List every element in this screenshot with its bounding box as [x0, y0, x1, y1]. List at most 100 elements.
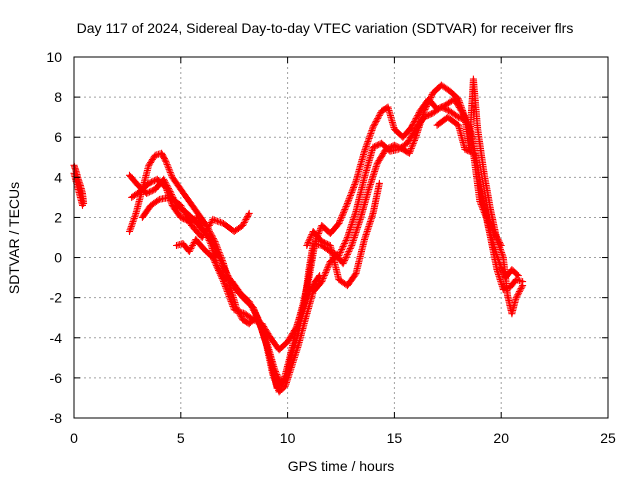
- data-point: [463, 148, 467, 151]
- data-point: [463, 115, 467, 119]
- data-point: [363, 238, 366, 241]
- data-point: [218, 256, 221, 259]
- data-point: [495, 268, 499, 271]
- data-point: [386, 105, 390, 109]
- chart-title: Day 117 of 2024, Sidereal Day-to-day VTE…: [77, 20, 574, 36]
- data-point: [74, 180, 78, 183]
- x-tick-label: 10: [280, 430, 296, 446]
- data-point: [277, 348, 281, 352]
- data-point: [431, 111, 435, 115]
- data-point: [457, 115, 460, 119]
- data-point: [363, 176, 366, 179]
- data-point: [354, 180, 358, 183]
- data-point: [297, 344, 300, 347]
- x-tick-label: 20: [493, 430, 509, 446]
- data-point: [320, 224, 323, 227]
- data-point: [256, 316, 259, 319]
- data-point: [380, 142, 383, 145]
- data-point: [414, 136, 417, 139]
- y-tick-label: -4: [50, 330, 63, 346]
- series-track-8: [303, 179, 383, 290]
- data-point: [134, 212, 138, 215]
- data-point: [171, 176, 174, 179]
- data-point: [493, 248, 496, 251]
- y-tick-label: 2: [54, 209, 62, 225]
- data-point: [514, 296, 518, 299]
- data-point: [314, 240, 317, 243]
- x-tick-label: 0: [70, 430, 78, 446]
- data-point: [476, 128, 479, 131]
- data-point: [145, 192, 148, 195]
- data-point: [423, 109, 426, 113]
- data-point: [196, 216, 200, 219]
- series-track-7: [173, 236, 324, 354]
- data-point: [153, 154, 157, 157]
- data-point: [179, 188, 182, 191]
- data-point: [147, 182, 150, 185]
- data-point: [502, 256, 505, 259]
- data-point: [149, 204, 153, 207]
- data-point: [329, 244, 332, 247]
- series-track-9: [433, 113, 505, 249]
- data-point: [305, 244, 309, 247]
- data-point: [277, 390, 281, 394]
- data-point: [171, 204, 174, 207]
- data-point: [128, 230, 131, 233]
- data-point: [378, 182, 381, 185]
- data-point: [164, 160, 168, 163]
- data-point: [188, 250, 191, 253]
- data-point: [147, 164, 150, 167]
- data-point: [510, 312, 514, 315]
- data-point: [194, 238, 197, 241]
- x-tick-label: 15: [387, 430, 403, 446]
- data-point: [222, 280, 225, 283]
- grid-lines: [74, 57, 608, 418]
- data-point: [252, 318, 255, 321]
- data-point: [312, 230, 315, 233]
- data-point: [354, 272, 358, 275]
- y-tick-label: 10: [46, 49, 62, 65]
- data-point: [284, 384, 287, 388]
- data-point: [288, 356, 291, 360]
- data-point: [139, 190, 142, 193]
- data-point: [241, 224, 244, 227]
- data-point: [346, 236, 349, 239]
- data-point: [472, 152, 475, 155]
- data-point: [290, 364, 294, 368]
- data-point: [239, 292, 242, 295]
- data-point: [175, 244, 178, 247]
- data-point: [489, 208, 492, 211]
- data-point: [222, 222, 225, 225]
- data-point: [435, 123, 439, 127]
- data-point: [406, 142, 409, 145]
- data-point: [243, 312, 247, 315]
- marker-trace: [128, 75, 527, 396]
- y-tick-label: 0: [54, 250, 62, 266]
- series-track-2: [70, 169, 86, 209]
- data-point: [446, 115, 449, 119]
- data-point: [200, 236, 204, 239]
- series-track-5: [128, 75, 527, 396]
- data-point: [286, 340, 289, 343]
- y-tick-label: 6: [54, 129, 62, 145]
- data-point: [500, 244, 503, 247]
- data-point: [491, 228, 494, 231]
- data-point: [230, 280, 234, 283]
- data-point: [384, 148, 388, 151]
- data-marks: [70, 75, 527, 396]
- data-point: [337, 278, 341, 281]
- data-point: [320, 240, 323, 243]
- data-point: [410, 125, 413, 129]
- data-point: [269, 336, 272, 339]
- axis-ticks: 0 5 10 15 20 25 -8 -6 -4 -2 0 2 4 6 8 10: [46, 49, 616, 446]
- data-point: [472, 77, 475, 81]
- data-point: [233, 308, 236, 311]
- data-point: [506, 294, 509, 297]
- data-point: [448, 89, 452, 93]
- data-point: [388, 150, 392, 153]
- data-point: [196, 212, 200, 215]
- data-point: [346, 202, 349, 205]
- data-point: [521, 284, 524, 287]
- data-point: [162, 178, 165, 181]
- data-point: [247, 322, 251, 325]
